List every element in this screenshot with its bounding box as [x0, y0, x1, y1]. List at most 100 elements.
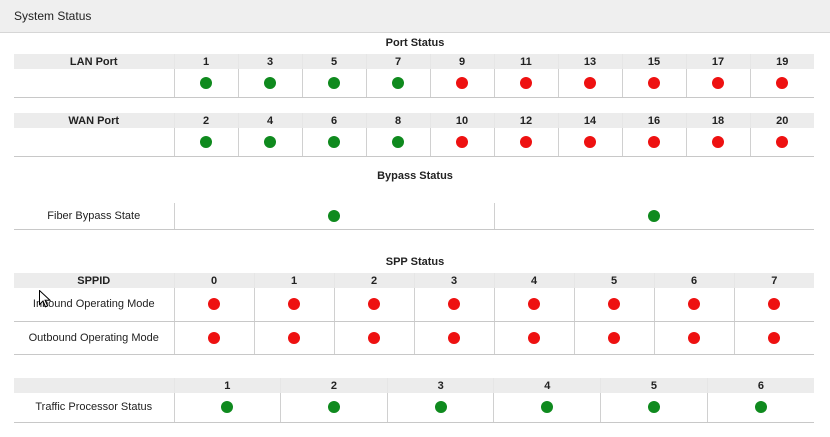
status-dot-icon [541, 401, 554, 414]
status-dot-icon [520, 135, 532, 148]
lan-port-cell [429, 69, 494, 98]
status-dot-icon [328, 76, 340, 89]
tp-cell [173, 393, 281, 423]
wan-port-cell [429, 128, 494, 157]
lan-port-table: LAN Port 1 3 5 7 9 11 13 15 17 19 [14, 54, 814, 98]
status-dot-icon [648, 76, 660, 89]
status-dot-icon [768, 331, 781, 344]
tp-cell [706, 393, 814, 423]
status-dot-icon [768, 298, 781, 311]
status-dot-icon [528, 331, 540, 344]
status-dot-icon [288, 298, 300, 311]
spp-cell [253, 321, 334, 355]
bypass-cell [493, 203, 814, 230]
spp-cell [653, 321, 734, 355]
status-dot-icon [647, 401, 660, 414]
sppid-num: 0 [173, 273, 254, 288]
sppid-num: 1 [253, 273, 334, 288]
wan-port-cell [173, 128, 238, 157]
status-dot-icon [264, 76, 276, 89]
lan-port-cell [685, 69, 750, 98]
status-dot-icon [208, 331, 220, 344]
wan-port-num: 20 [749, 113, 814, 128]
inbound-mode-row: Inbound Operating Mode [14, 288, 814, 322]
lan-port-cell [749, 69, 814, 98]
lan-port-num: 13 [557, 54, 622, 69]
spp-cell [733, 321, 814, 355]
tp-id: 6 [706, 378, 814, 393]
wan-port-cell [493, 128, 558, 157]
lan-port-status-row [14, 69, 814, 98]
spp-cell [253, 288, 334, 322]
spp-cell [333, 321, 414, 355]
port-status-title: Port Status [385, 37, 445, 49]
wan-port-status-row [14, 128, 814, 157]
bypass-table: Fiber Bypass State [14, 203, 814, 230]
status-dot-icon [434, 401, 447, 414]
lan-port-num: 7 [365, 54, 430, 69]
status-dot-icon [776, 76, 789, 89]
tp-cell [600, 393, 708, 423]
status-dot-icon [584, 76, 596, 89]
window-title: System Status [14, 9, 92, 23]
wan-port-table: WAN Port 2 4 6 8 10 12 14 16 18 20 [14, 113, 814, 157]
wan-port-num: 10 [429, 113, 494, 128]
tp-id: 2 [280, 378, 388, 393]
fiber-bypass-label: Fiber Bypass State [14, 203, 174, 230]
traffic-processor-table: 1 2 3 4 5 6 Traffic Processor Status [14, 378, 814, 423]
sppid-num: 2 [333, 273, 414, 288]
lan-port-num: 9 [429, 54, 494, 69]
sppid-num: 7 [733, 273, 814, 288]
status-dot-icon [648, 209, 661, 222]
tp-id: 5 [600, 378, 708, 393]
wan-port-cell [237, 128, 302, 157]
status-dot-icon [688, 298, 700, 311]
status-dot-icon [368, 331, 380, 344]
status-dot-icon [584, 135, 596, 148]
status-dot-icon [456, 135, 468, 148]
spp-cell [413, 288, 494, 322]
status-dot-icon [392, 76, 404, 89]
wan-port-num: 14 [557, 113, 622, 128]
tp-cell [493, 393, 601, 423]
status-dot-icon [712, 76, 724, 89]
spp-table: SPPID 0 1 2 3 4 5 6 7 Inbound Operating … [14, 273, 814, 355]
sppid-label: SPPID [14, 273, 174, 288]
lan-port-cell [621, 69, 686, 98]
wan-port-num: 12 [493, 113, 558, 128]
spp-cell [173, 321, 254, 355]
spp-cell [493, 288, 574, 322]
sppid-num: 3 [413, 273, 494, 288]
spp-cell [733, 288, 814, 322]
outbound-mode-row: Outbound Operating Mode [14, 321, 814, 355]
spp-cell [413, 321, 494, 355]
tp-id: 4 [493, 378, 601, 393]
tp-cell [280, 393, 388, 423]
outbound-mode-label: Outbound Operating Mode [14, 321, 174, 355]
wan-port-num: 18 [685, 113, 750, 128]
spp-cell [493, 321, 574, 355]
wan-port-cell [301, 128, 366, 157]
bypass-status-row: Fiber Bypass State [14, 203, 814, 230]
wan-port-status-label [14, 128, 174, 157]
status-dot-icon [208, 298, 220, 311]
wan-port-num: 8 [365, 113, 430, 128]
spp-cell [653, 288, 734, 322]
sppid-num: 5 [573, 273, 654, 288]
status-dot-icon [288, 331, 300, 344]
lan-port-num: 1 [173, 54, 238, 69]
lan-port-cell [237, 69, 302, 98]
spp-header-row: SPPID 0 1 2 3 4 5 6 7 [14, 273, 814, 288]
wan-port-cell [749, 128, 814, 157]
lan-port-header-row: LAN Port 1 3 5 7 9 11 13 15 17 19 [14, 54, 814, 69]
status-dot-icon [328, 209, 340, 222]
lan-port-num: 3 [237, 54, 302, 69]
tp-cell [386, 393, 494, 423]
traffic-processor-label: Traffic Processor Status [14, 393, 174, 423]
lan-port-status-label [14, 69, 174, 98]
bypass-cell [173, 203, 494, 230]
status-dot-icon [328, 135, 340, 148]
traffic-processor-row: Traffic Processor Status [14, 393, 814, 423]
window-title-bar: System Status [0, 0, 830, 33]
spp-status-title: SPP Status [385, 256, 445, 268]
